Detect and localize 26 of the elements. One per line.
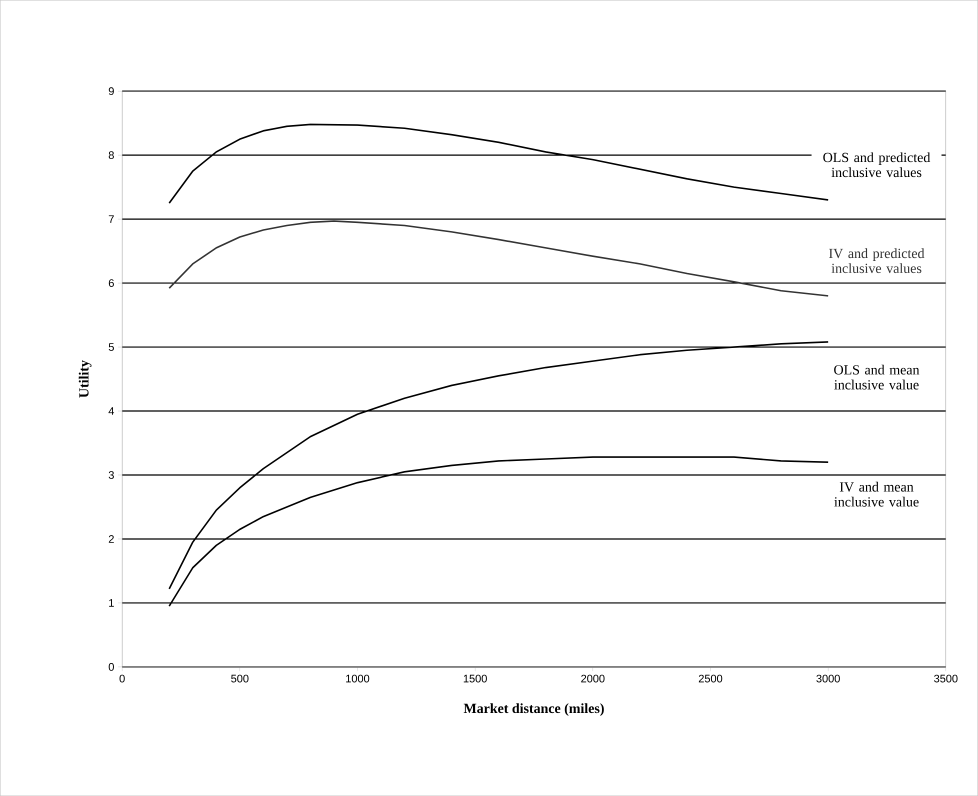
x-tick-label: 2000 xyxy=(581,674,605,682)
y-tick-label: 3 xyxy=(108,471,114,479)
y-tick-label: 5 xyxy=(108,343,114,351)
line-series xyxy=(168,220,829,297)
y-tick-label: 9 xyxy=(108,87,114,96)
x-tick-label: 2500 xyxy=(698,674,722,682)
x-tick-label: 500 xyxy=(231,674,249,682)
y-tick-label: 0 xyxy=(108,663,114,671)
y-tick-label: 8 xyxy=(108,151,114,159)
series-label: IV and mean inclusive value xyxy=(834,482,919,507)
series-label: OLS and predicted inclusive values xyxy=(823,152,930,178)
series-label: IV and predicted inclusive values xyxy=(829,248,924,274)
y-tick-label: 2 xyxy=(108,535,114,543)
x-tick-label: 1500 xyxy=(464,674,487,682)
y-tick-label: 1 xyxy=(109,599,114,607)
y-axis-title: Utility xyxy=(78,360,92,398)
x-tick-label: 3500 xyxy=(934,674,958,682)
x-tick-label: 0 xyxy=(120,674,125,682)
x-axis-title: Market distance (miles) xyxy=(464,703,604,716)
x-tick-label: 3000 xyxy=(816,674,840,682)
y-tick-label: 4 xyxy=(108,407,114,415)
x-tick-label: 1000 xyxy=(346,674,370,682)
y-tick-label: 6 xyxy=(108,279,114,287)
series-label: OLS and mean inclusive value xyxy=(834,364,920,390)
line-series xyxy=(168,341,829,590)
y-tick-label: 7 xyxy=(108,215,114,223)
